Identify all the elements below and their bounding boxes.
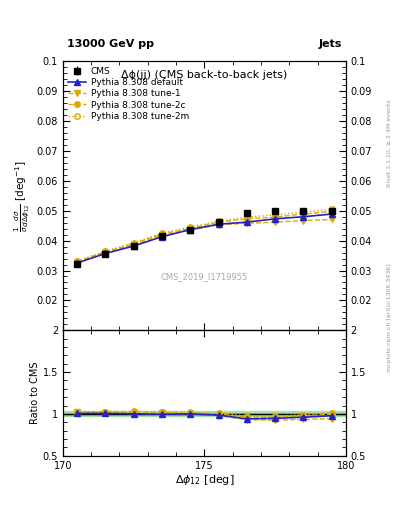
Pythia 8.308 tune-2c: [131, 241, 136, 247]
Pythia 8.308 default: [329, 211, 334, 217]
Pythia 8.308 tune-2m: [216, 218, 221, 224]
Line: Pythia 8.308 default: Pythia 8.308 default: [74, 211, 334, 266]
Text: Rivet 3.1.10, ≥ 2.4M events: Rivet 3.1.10, ≥ 2.4M events: [387, 99, 391, 187]
Pythia 8.308 tune-2m: [244, 214, 249, 220]
Text: mcplots.cern.ch [arXiv:1306.3436]: mcplots.cern.ch [arXiv:1306.3436]: [387, 263, 391, 372]
Y-axis label: $\frac{1}{\sigma}\frac{d\sigma}{d\Delta\phi_{12}}$ [deg$^{-1}$]: $\frac{1}{\sigma}\frac{d\sigma}{d\Delta\…: [13, 160, 32, 231]
Text: 13000 GeV pp: 13000 GeV pp: [67, 38, 154, 49]
Pythia 8.308 tune-2c: [216, 219, 221, 225]
Pythia 8.308 tune-2m: [301, 209, 306, 215]
Pythia 8.308 tune-1: [244, 220, 249, 226]
Pythia 8.308 tune-2c: [301, 211, 306, 217]
Pythia 8.308 tune-2m: [75, 258, 79, 264]
Pythia 8.308 default: [103, 250, 108, 257]
Pythia 8.308 default: [160, 233, 164, 240]
Line: Pythia 8.308 tune-2m: Pythia 8.308 tune-2m: [74, 206, 334, 264]
Pythia 8.308 tune-2m: [273, 212, 277, 218]
Pythia 8.308 tune-2m: [131, 240, 136, 246]
Pythia 8.308 default: [273, 216, 277, 222]
Text: Jets: Jets: [319, 38, 342, 49]
Pythia 8.308 default: [75, 260, 79, 266]
Pythia 8.308 tune-2c: [329, 208, 334, 215]
Pythia 8.308 tune-2m: [188, 224, 193, 230]
Pythia 8.308 tune-2m: [103, 248, 108, 254]
Pythia 8.308 tune-2c: [188, 225, 193, 231]
Pythia 8.308 default: [244, 219, 249, 225]
Pythia 8.308 tune-2c: [103, 249, 108, 255]
Pythia 8.308 tune-2c: [244, 216, 249, 222]
Pythia 8.308 tune-2m: [329, 206, 334, 212]
Pythia 8.308 tune-1: [75, 259, 79, 265]
Y-axis label: Ratio to CMS: Ratio to CMS: [30, 361, 40, 424]
Line: Pythia 8.308 tune-2c: Pythia 8.308 tune-2c: [74, 208, 334, 264]
Pythia 8.308 default: [216, 221, 221, 227]
Pythia 8.308 tune-1: [301, 218, 306, 224]
Pythia 8.308 default: [131, 243, 136, 249]
Pythia 8.308 tune-1: [273, 219, 277, 225]
Pythia 8.308 tune-1: [216, 222, 221, 228]
Pythia 8.308 tune-1: [103, 249, 108, 255]
X-axis label: $\Delta\phi_{12}$ [deg]: $\Delta\phi_{12}$ [deg]: [174, 473, 234, 487]
Pythia 8.308 tune-1: [160, 232, 164, 239]
Pythia 8.308 tune-1: [131, 242, 136, 248]
Pythia 8.308 tune-2m: [160, 230, 164, 236]
Pythia 8.308 tune-2c: [160, 231, 164, 237]
Line: Pythia 8.308 tune-1: Pythia 8.308 tune-1: [74, 217, 334, 264]
Legend: CMS, Pythia 8.308 default, Pythia 8.308 tune-1, Pythia 8.308 tune-2c, Pythia 8.3: CMS, Pythia 8.308 default, Pythia 8.308 …: [66, 64, 192, 123]
Pythia 8.308 tune-2c: [273, 214, 277, 220]
Pythia 8.308 tune-1: [329, 217, 334, 223]
Text: CMS_2019_I1719955: CMS_2019_I1719955: [161, 272, 248, 281]
Pythia 8.308 tune-1: [188, 227, 193, 233]
Pythia 8.308 default: [301, 214, 306, 220]
Pythia 8.308 default: [188, 226, 193, 232]
Text: Δϕ(jj) (CMS back-to-back jets): Δϕ(jj) (CMS back-to-back jets): [121, 70, 288, 79]
Pythia 8.308 tune-2c: [75, 259, 79, 265]
